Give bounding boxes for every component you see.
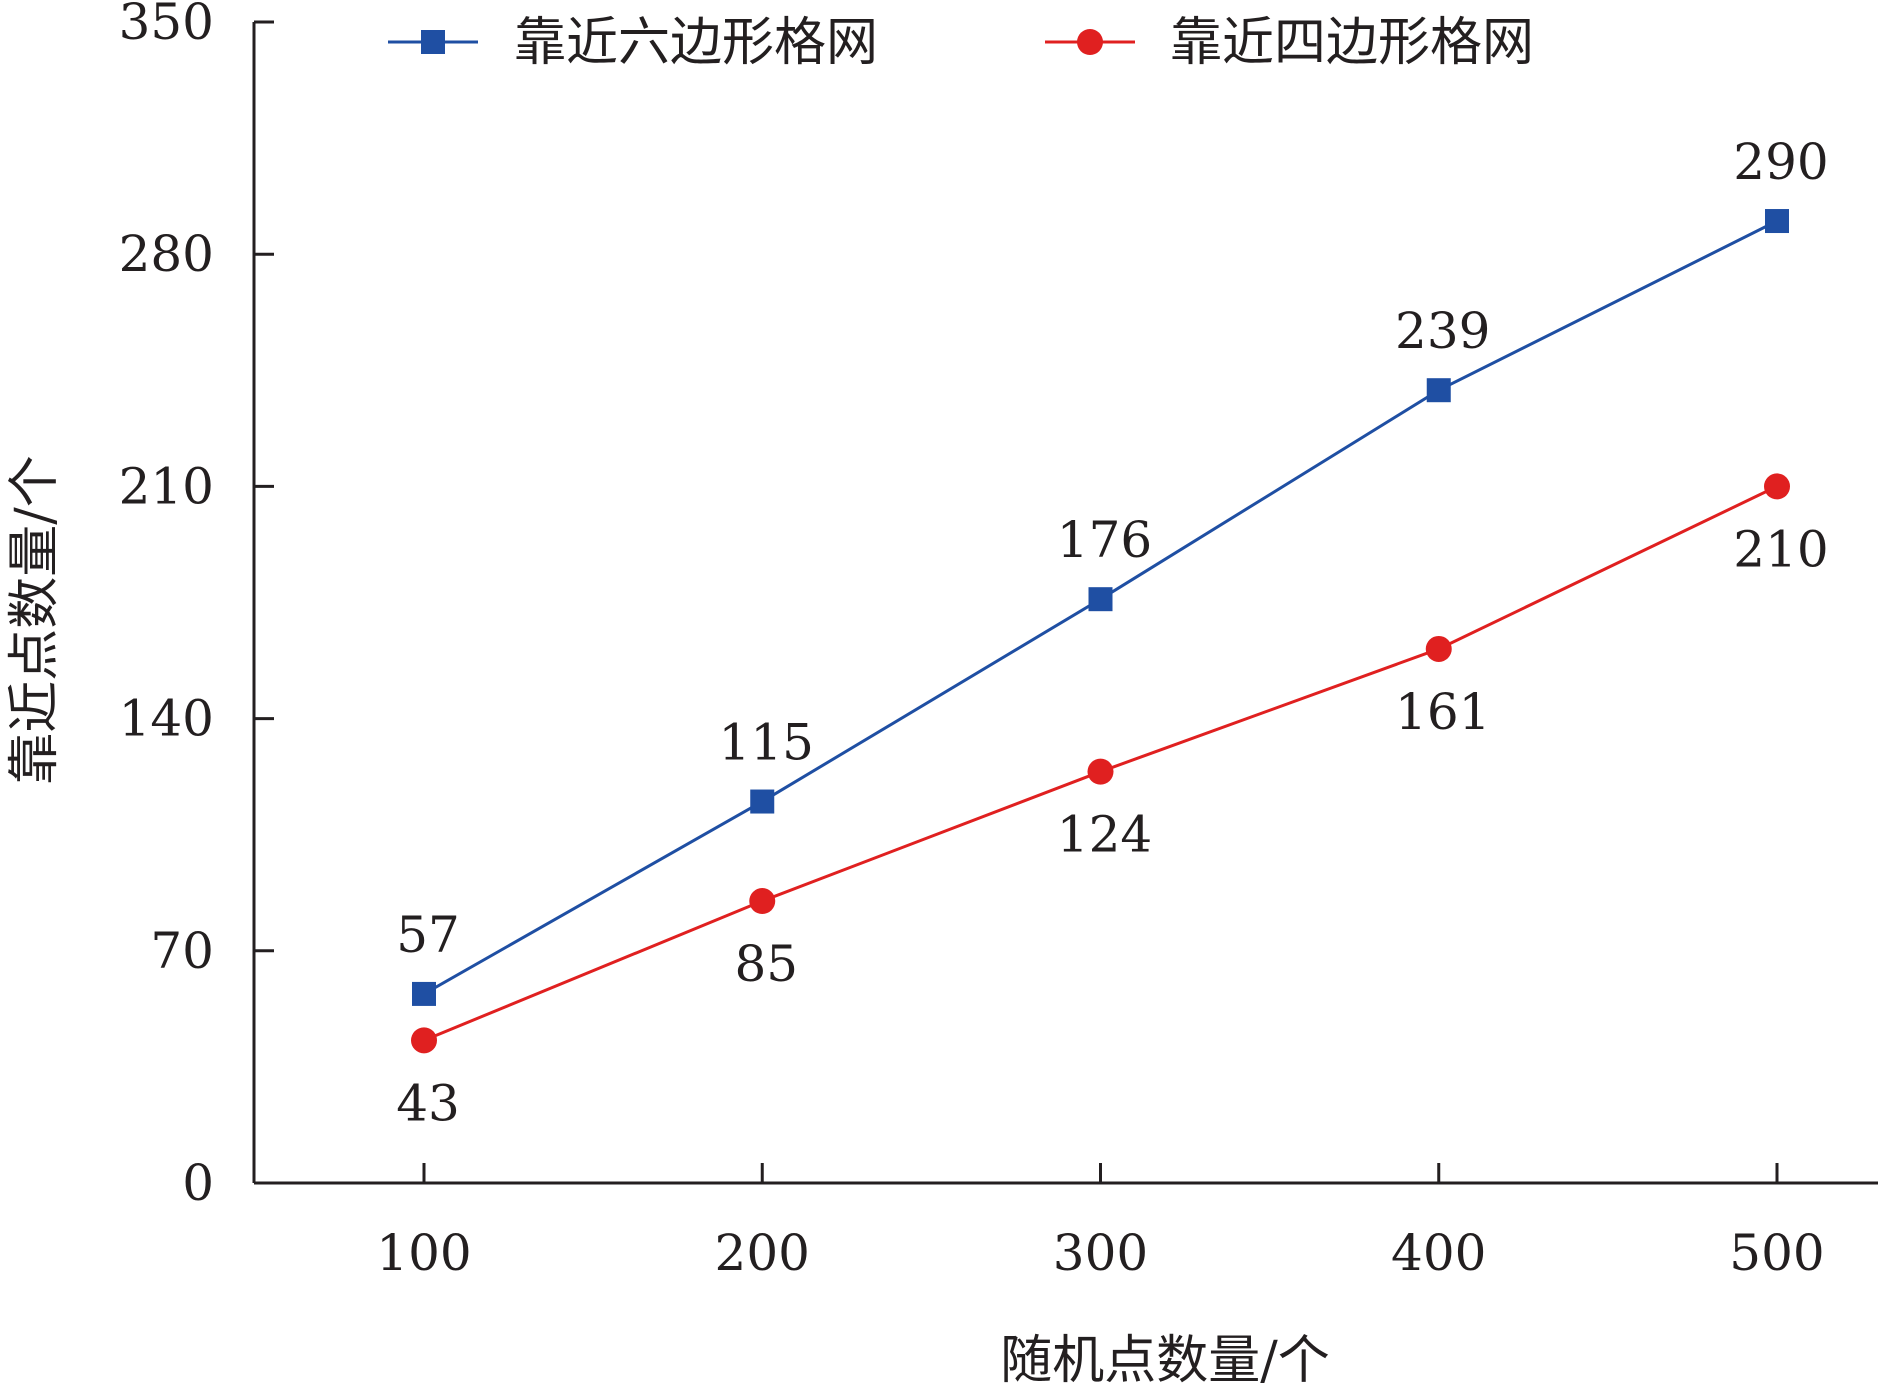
series-layer (411, 209, 1790, 1054)
y-tick-label: 280 (119, 225, 214, 283)
data-label: 57 (396, 906, 460, 964)
data-point-circle (1087, 758, 1114, 785)
data-point-square (1426, 378, 1451, 403)
data-label: 115 (719, 714, 814, 772)
data-label: 176 (1057, 511, 1152, 569)
data-label: 239 (1395, 302, 1490, 360)
axes: 0 70 140 210 280 350 100 200 300 400 500 (119, 0, 1878, 1282)
legend-marker-square (421, 30, 445, 54)
series-1 (412, 209, 1789, 1006)
data-point-circle (1425, 635, 1452, 662)
data-point-circle (411, 1027, 437, 1054)
data-point-square (1765, 209, 1789, 234)
data-label: 85 (734, 935, 798, 993)
x-tick-label: 100 (376, 1224, 471, 1282)
y-tick-label: 210 (119, 457, 214, 515)
legend-item: 靠近四边形格网 (1045, 13, 1534, 73)
data-point-square (750, 789, 775, 814)
y-tick-label: 350 (119, 0, 214, 51)
y-axis-title: 靠近点数量/个 (5, 455, 65, 785)
legend-label: 靠近六边形格网 (514, 13, 878, 73)
data-label: 43 (396, 1074, 460, 1132)
data-point-circle (749, 888, 776, 915)
x-tick-label: 500 (1729, 1224, 1824, 1282)
data-label: 290 (1733, 133, 1828, 191)
legend-item: 靠近六边形格网 (388, 13, 878, 73)
data-label: 124 (1057, 806, 1152, 864)
y-tick-label: 0 (182, 1154, 214, 1212)
data-point-square (412, 981, 436, 1006)
y-tick-label: 140 (119, 690, 214, 748)
x-tick-label: 400 (1391, 1224, 1486, 1282)
data-point-square (1088, 587, 1113, 612)
legend-label: 靠近四边形格网 (1170, 13, 1534, 73)
data-labels: 57 115 176 239 290 43 85 124 161 210 (396, 133, 1829, 1132)
x-axis-title: 随机点数量/个 (1000, 1331, 1330, 1390)
data-label: 210 (1733, 520, 1828, 578)
y-tick-label: 70 (150, 922, 214, 980)
x-tick-label: 300 (1053, 1224, 1148, 1282)
data-label: 161 (1395, 683, 1490, 741)
series-2 (411, 473, 1790, 1054)
data-point-circle (1764, 473, 1790, 500)
legend-marker-circle (1077, 29, 1103, 55)
legend: 靠近六边形格网 靠近四边形格网 (388, 13, 1534, 73)
x-tick-label: 200 (715, 1224, 810, 1282)
